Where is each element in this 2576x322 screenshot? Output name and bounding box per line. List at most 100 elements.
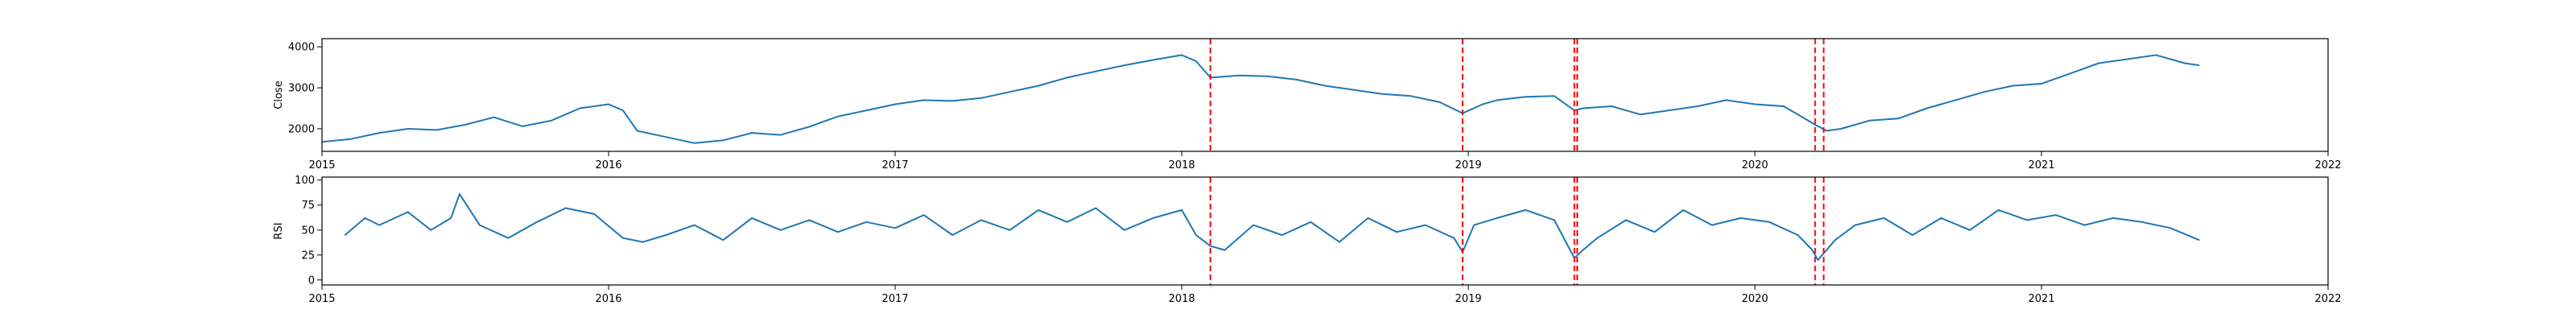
close-data-point xyxy=(808,126,810,128)
rsi-data-point xyxy=(952,234,953,236)
rsi-data-point xyxy=(1195,234,1197,236)
rsi-x-tick-label: 2018 xyxy=(1168,293,1195,305)
close-axes-frame xyxy=(321,38,2329,152)
close-y-tick-label: 3000 xyxy=(288,83,315,95)
close-y-tick-label: 4000 xyxy=(288,42,315,54)
close-data-point xyxy=(493,117,495,118)
rsi-data-point xyxy=(865,221,867,223)
close-data-point xyxy=(637,130,638,132)
close-data-point xyxy=(1814,124,1816,126)
rsi-data-point xyxy=(1596,237,1598,239)
close-data-point xyxy=(1868,120,1870,122)
close-data-point xyxy=(923,99,925,101)
rsi-data-point xyxy=(1152,217,1154,219)
close-data-point xyxy=(1238,75,1240,76)
close-data-point xyxy=(837,116,839,118)
close-data-point xyxy=(1826,130,1827,132)
close-data-point xyxy=(1353,89,1355,91)
rsi-data-point xyxy=(450,217,452,219)
rsi-data-point xyxy=(1181,209,1183,211)
close-data-point xyxy=(1124,64,1125,66)
rsi-data-point xyxy=(2055,214,2057,216)
rsi-data-point xyxy=(923,214,925,216)
rsi-data-point xyxy=(1682,209,1684,211)
rsi-data-point xyxy=(1496,217,1498,219)
close-data-point xyxy=(1324,85,1326,87)
close-data-point xyxy=(1697,105,1699,107)
close-price-panel: 2000 3000 4000 2015 2016 2017 2018 2019 2020 2021… xyxy=(273,38,2342,171)
close-data-point xyxy=(1439,101,1440,103)
rsi-panel: 0 25 50 75 100 2015 2016 2017 2018 2019 2020 2021 20… xyxy=(273,175,2342,305)
rsi-y-tick-label: 0 xyxy=(308,275,315,287)
close-x-tick-label: 2017 xyxy=(881,159,908,171)
close-data-point xyxy=(407,128,409,130)
close-y-tick-label: 2000 xyxy=(288,124,315,136)
rsi-data-point xyxy=(1396,231,1397,233)
rsi-x-tick-label: 2019 xyxy=(1455,293,1481,305)
close-data-point xyxy=(622,109,624,111)
rsi-data-point xyxy=(1525,209,1526,211)
rsi-data-point xyxy=(2112,217,2114,219)
rsi-x-tick-label: 2015 xyxy=(308,293,335,305)
close-data-point xyxy=(1640,114,1641,115)
close-data-point xyxy=(1410,95,1412,97)
close-data-point xyxy=(751,132,753,134)
close-data-point xyxy=(378,132,380,134)
rsi-data-point xyxy=(980,219,982,221)
rsi-data-point xyxy=(1625,219,1627,221)
rsi-data-point xyxy=(665,234,667,236)
close-data-point xyxy=(1926,107,1928,109)
close-data-point xyxy=(1840,128,1842,130)
close-data-point xyxy=(2198,64,2200,66)
rsi-data-point xyxy=(1124,229,1125,231)
close-data-point xyxy=(1381,93,1383,95)
close-data-point xyxy=(350,138,352,140)
rsi-y-tick-label: 75 xyxy=(301,200,315,212)
rsi-data-point xyxy=(837,231,839,233)
rsi-data-point xyxy=(1969,229,1971,231)
close-x-tick-label: 2016 xyxy=(595,159,621,171)
rsi-data-point xyxy=(1940,217,1942,219)
rsi-x-tick-label: 2016 xyxy=(595,293,621,305)
close-data-point xyxy=(1754,103,1756,105)
close-x-tick-label: 2018 xyxy=(1168,159,1195,171)
close-data-point xyxy=(665,136,667,138)
close-data-point xyxy=(2155,54,2157,56)
close-data-point xyxy=(1181,54,1183,56)
rsi-data-point xyxy=(1740,217,1741,219)
close-x-tick-label: 2019 xyxy=(1455,159,1481,171)
close-data-point xyxy=(2184,62,2186,64)
close-y-axis-label: Close xyxy=(273,80,285,109)
close-data-point xyxy=(1955,99,1956,101)
rsi-data-point xyxy=(751,217,753,219)
close-x-tick-label: 2020 xyxy=(1741,159,1768,171)
close-data-point xyxy=(1668,109,1670,111)
close-data-point xyxy=(1009,91,1010,93)
rsi-y-tick-label: 100 xyxy=(295,175,315,187)
rsi-data-point xyxy=(2141,221,2143,223)
rsi-data-point xyxy=(1653,231,1655,233)
rsi-data-point xyxy=(2169,227,2171,229)
rsi-data-point xyxy=(459,193,460,195)
close-data-point xyxy=(1725,99,1727,101)
rsi-axes-frame xyxy=(321,176,2329,286)
rsi-data-point xyxy=(1009,229,1010,231)
close-data-point xyxy=(464,124,466,126)
rsi-x-tick-label: 2020 xyxy=(1741,293,1768,305)
close-data-point xyxy=(1496,99,1498,101)
rsi-data-point xyxy=(407,211,409,213)
rsi-data-point xyxy=(593,213,595,215)
close-data-point xyxy=(1897,118,1899,119)
close-data-point xyxy=(1295,79,1297,80)
close-data-point xyxy=(780,134,782,136)
close-data-point xyxy=(894,103,896,105)
close-data-point xyxy=(722,139,724,141)
rsi-data-point xyxy=(808,219,810,221)
close-data-point xyxy=(2127,58,2128,60)
close-x-tick-label: 2022 xyxy=(2314,159,2341,171)
rsi-y-tick-label: 25 xyxy=(301,250,315,262)
close-data-point xyxy=(1783,105,1785,107)
close-data-point xyxy=(980,97,982,99)
